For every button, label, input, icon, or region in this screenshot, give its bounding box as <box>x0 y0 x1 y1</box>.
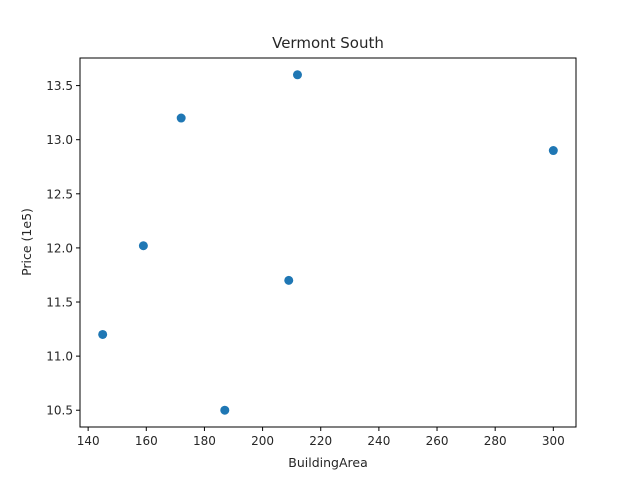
y-tick-label: 12.0 <box>46 241 73 255</box>
data-point <box>138 241 148 251</box>
x-tick-label: 240 <box>367 434 390 448</box>
data-point <box>292 70 302 80</box>
y-axis-label: Price (1e5) <box>19 208 34 276</box>
plot-frame <box>79 57 577 428</box>
x-tick-label: 260 <box>426 434 449 448</box>
x-tick-label: 220 <box>309 434 332 448</box>
data-point <box>98 329 108 339</box>
y-tick-label: 10.5 <box>46 404 73 418</box>
chart-title: Vermont South <box>272 34 384 52</box>
y-tick-label: 13.0 <box>46 133 73 147</box>
data-point <box>284 275 294 285</box>
x-tick-label: 180 <box>193 434 216 448</box>
data-point <box>176 113 186 123</box>
x-tick-label: 160 <box>135 434 158 448</box>
y-tick-label: 12.5 <box>46 187 73 201</box>
y-tick-label: 13.5 <box>46 79 73 93</box>
x-tick-label: 300 <box>542 434 565 448</box>
y-axis: 10.5 11.0 11.5 12.0 12.5 13.0 13.5 <box>46 79 80 418</box>
x-tick-label: 200 <box>251 434 274 448</box>
x-tick-label: 280 <box>484 434 507 448</box>
data-point <box>548 146 558 156</box>
x-axis: 140 160 180 200 220 240 260 280 300 <box>77 427 565 448</box>
x-axis-label: BuildingArea <box>288 455 367 470</box>
data-point <box>220 405 230 415</box>
plot-area <box>98 70 558 415</box>
y-tick-label: 11.5 <box>46 296 73 310</box>
x-tick-label: 140 <box>77 434 100 448</box>
y-tick-label: 11.0 <box>46 350 73 364</box>
